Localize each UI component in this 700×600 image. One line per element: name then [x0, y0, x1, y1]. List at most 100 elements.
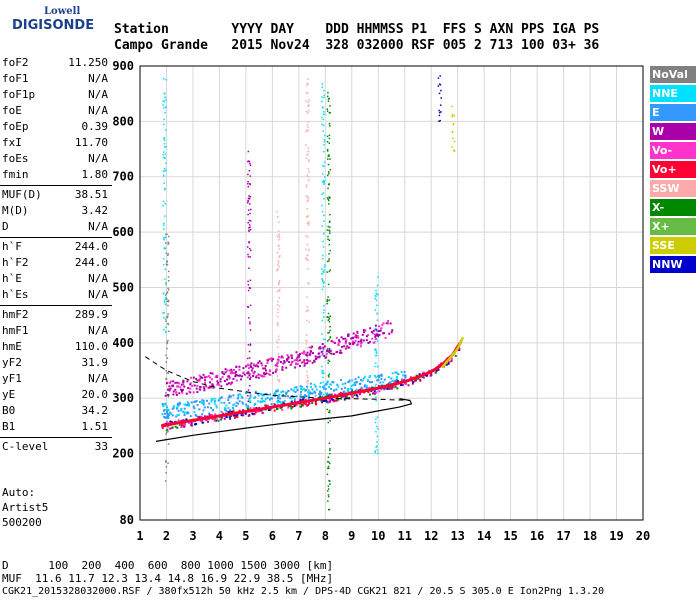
echo-dot	[196, 404, 199, 407]
echo-dot	[378, 325, 381, 328]
echo-dot	[344, 382, 347, 385]
echo-dot	[375, 328, 378, 331]
band-dot	[374, 354, 377, 357]
param-value: 20.0	[81, 388, 109, 401]
echo-dot	[385, 322, 388, 325]
param-label: fxI	[2, 136, 22, 149]
band-dot	[323, 316, 325, 318]
band-dot	[329, 480, 331, 482]
band-dot	[164, 460, 167, 462]
band-dot	[323, 180, 326, 182]
band-dot	[278, 280, 280, 283]
echo-dot	[230, 370, 233, 373]
echo-dot	[267, 358, 270, 361]
echo-dot	[375, 333, 378, 336]
echo-dot	[356, 335, 359, 338]
x-tick-label: 3	[189, 529, 196, 543]
echo-dot	[199, 401, 202, 404]
band-dot	[323, 281, 325, 284]
band-dot	[276, 315, 279, 318]
band-dot	[247, 376, 249, 379]
echo-dot	[164, 394, 167, 397]
echo-dot	[249, 364, 252, 367]
echo-dot	[306, 385, 309, 388]
band-dot	[167, 304, 169, 307]
x-tick-label: 13	[450, 529, 464, 543]
echo-dot	[359, 382, 362, 385]
band-dot	[306, 379, 309, 381]
band-dot	[376, 340, 379, 342]
echo-dot	[342, 390, 345, 393]
echo-dot	[178, 382, 181, 385]
echo-dot	[397, 373, 400, 376]
band-dot	[327, 238, 329, 241]
band-dot	[375, 299, 378, 302]
echo-dot	[178, 402, 181, 405]
band-dot	[278, 282, 280, 285]
echo-dot	[320, 350, 323, 353]
band-dot	[162, 107, 165, 109]
band-dot	[248, 384, 251, 387]
band-dot	[327, 100, 330, 102]
echo-dot	[180, 426, 183, 429]
band-dot	[438, 109, 440, 112]
band-dot	[322, 285, 325, 288]
echo-dot	[161, 413, 164, 416]
echo-dot	[228, 377, 231, 380]
echo-dot	[335, 388, 338, 391]
auto-artist: Artist5	[2, 501, 49, 514]
echo-dot	[252, 363, 255, 366]
echo-dot	[276, 399, 279, 402]
echo-dot	[303, 402, 306, 405]
echo-dot	[253, 404, 256, 407]
band-dot	[163, 236, 165, 239]
echo-dot	[242, 414, 245, 417]
echo-dot	[269, 373, 272, 376]
echo-dot	[183, 385, 186, 388]
band-dot	[327, 421, 330, 424]
echo-dot	[172, 393, 175, 396]
band-dot	[307, 179, 310, 182]
echo-dot	[175, 394, 178, 397]
echo-dot	[429, 374, 432, 377]
echo-dot	[295, 395, 298, 398]
param-row: yF2 31.9	[2, 356, 108, 372]
echo-dot	[354, 339, 357, 342]
echo-dot	[180, 409, 183, 412]
echo-dot	[329, 398, 332, 401]
param-value: N/A	[88, 104, 108, 117]
param-row: h`E N/A	[2, 272, 108, 288]
echo-dot	[330, 383, 333, 386]
band-dot	[439, 119, 441, 122]
band-dot	[307, 380, 310, 382]
echo-dot	[293, 398, 296, 401]
echo-dot	[192, 391, 195, 394]
band-dot	[167, 395, 170, 398]
band-dot	[327, 359, 330, 362]
echo-dot	[254, 396, 257, 399]
band-dot	[324, 134, 326, 137]
echo-dot	[388, 332, 391, 335]
echo-dot	[304, 362, 307, 365]
x-tick-label: 18	[583, 529, 597, 543]
echo-dot	[345, 339, 348, 342]
band-dot	[307, 214, 309, 217]
echo-dot	[225, 416, 228, 419]
band-dot	[249, 195, 252, 198]
param-row: fmin 1.80	[2, 168, 108, 184]
echo-dot	[232, 377, 235, 380]
echo-dot	[281, 368, 284, 371]
band-dot	[327, 316, 330, 319]
echo-dot	[351, 379, 354, 382]
echo-dot	[234, 416, 237, 419]
band-dot	[326, 316, 329, 318]
band-dot	[321, 278, 323, 280]
band-dot	[306, 124, 308, 126]
echo-dot	[264, 404, 267, 407]
band-dot	[307, 168, 310, 170]
band-dot	[162, 224, 165, 226]
echo-dot	[309, 392, 312, 395]
band-dot	[163, 170, 166, 172]
band-dot	[439, 84, 442, 86]
echo-dot	[201, 413, 204, 416]
